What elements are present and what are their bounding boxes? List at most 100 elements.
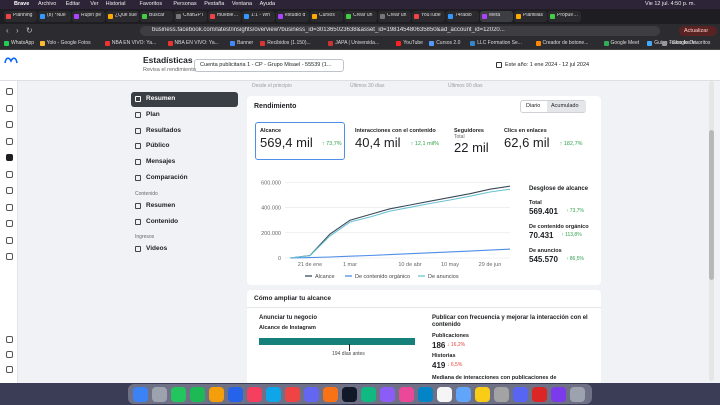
dock-icon[interactable]: [171, 387, 186, 402]
dock-icon[interactable]: [342, 387, 357, 402]
date-range[interactable]: Este año: 1 ene 2024 - 12 jul 2024: [505, 62, 590, 68]
url-text[interactable]: business.facebook.com/latest/insights/ov…: [152, 27, 505, 33]
tab[interactable]: [38, 11, 71, 22]
metric-card-selected[interactable]: [255, 122, 345, 160]
tab-title[interactable]: estudio d: [285, 13, 306, 18]
rail-icon[interactable]: [6, 104, 13, 112]
dock-icon[interactable]: [209, 387, 224, 402]
bookmark[interactable]: Todos los favoritos: [669, 40, 711, 46]
tab[interactable]: [514, 11, 547, 22]
tab[interactable]: [310, 11, 343, 22]
rail-icon[interactable]: [6, 220, 13, 227]
dock-icon[interactable]: [418, 387, 433, 402]
tab[interactable]: [4, 11, 37, 22]
rail-icon[interactable]: [6, 366, 13, 373]
dock-icon[interactable]: [551, 387, 566, 402]
rail-icon[interactable]: [6, 187, 13, 194]
bookmark[interactable]: Google Meet: [610, 40, 640, 46]
dock-icon[interactable]: [304, 387, 319, 402]
tab-title[interactable]: Buscar: [149, 13, 165, 18]
tab-title[interactable]: (8) *Nue: [47, 13, 66, 18]
nav-item[interactable]: Videos: [146, 245, 168, 253]
tab-title[interactable]: Crear un: [353, 13, 373, 18]
dock-icon[interactable]: [437, 387, 452, 402]
bookmark[interactable]: WhatsApp: [11, 40, 35, 46]
bookmark[interactable]: Yolo - Google Fotos: [46, 40, 91, 46]
bookmark[interactable]: Cursos 2.0: [436, 40, 461, 46]
rail-icon[interactable]: [6, 336, 13, 343]
dock-icon[interactable]: [570, 387, 585, 402]
tab[interactable]: [174, 11, 207, 22]
menu-item[interactable]: Historial: [105, 1, 126, 7]
rail-icon[interactable]: [6, 137, 13, 145]
toggle-cumulative[interactable]: Acumulado: [551, 103, 579, 109]
bookmark[interactable]: NBA EN VIVO: Ya...: [174, 40, 219, 46]
menu-item[interactable]: Ventana: [231, 1, 253, 7]
scroll-thumb[interactable]: [709, 130, 714, 280]
dock-icon[interactable]: [266, 387, 281, 402]
dock-icon[interactable]: [361, 387, 376, 402]
dock-icon[interactable]: [285, 387, 300, 402]
dock-icon[interactable]: [228, 387, 243, 402]
tab-title[interactable]: 74radio: [455, 13, 472, 18]
tab[interactable]: [412, 11, 445, 22]
nav-item[interactable]: Comparación: [146, 174, 188, 181]
dock-icon[interactable]: [380, 387, 395, 402]
account-selector[interactable]: Cuenta publicitaria 1 - CP - Grupo Misae…: [200, 62, 332, 68]
dock-icon[interactable]: [456, 387, 471, 402]
tab-title[interactable]: mueblería: [217, 13, 239, 18]
filter-option[interactable]: Últimos 90 días: [448, 83, 483, 89]
tab[interactable]: [140, 11, 173, 22]
tab-title[interactable]: ¿Qué sue: [115, 13, 137, 18]
bookmark[interactable]: NBA EN VIVO: Ya...: [111, 40, 157, 46]
rail-icon[interactable]: [6, 236, 13, 244]
dock-icon[interactable]: [152, 387, 167, 402]
dock-icon[interactable]: [399, 387, 414, 402]
tab-title[interactable]: ChatGPT: [183, 13, 204, 18]
tab-title[interactable]: Rupin pe: [81, 13, 102, 18]
dock-icon[interactable]: [247, 387, 262, 402]
menu-item[interactable]: Favoritos: [139, 1, 163, 7]
nav-item[interactable]: Mensajes: [146, 158, 176, 166]
menu-item[interactable]: Personas: [173, 1, 197, 7]
nav-button[interactable]: ‹: [6, 26, 9, 35]
tab[interactable]: [480, 11, 513, 22]
rail-icon[interactable]: [6, 170, 13, 178]
tab-title[interactable]: Planning: [13, 13, 33, 18]
nav-button[interactable]: ›: [16, 26, 19, 35]
filter-option[interactable]: Desde el principio: [252, 83, 292, 89]
nav-item[interactable]: Resultados: [146, 126, 182, 134]
rail-icon[interactable]: [6, 121, 13, 128]
bookmark[interactable]: Creador de botone...: [542, 40, 589, 46]
tab[interactable]: [72, 11, 105, 22]
bookmark[interactable]: LLC Formation Se...: [477, 40, 522, 46]
rail-icon[interactable]: [6, 154, 13, 161]
tab-title[interactable]: Cursos: [319, 13, 335, 18]
tab-title[interactable]: 1:1 - Wh: [251, 13, 270, 18]
bookmark[interactable]: Recibidos (1.150)...: [267, 40, 311, 46]
tab-title[interactable]: Crear un: [387, 13, 407, 18]
tab[interactable]: [106, 11, 139, 22]
tab[interactable]: [446, 11, 479, 22]
tab[interactable]: [276, 11, 309, 22]
menu-item[interactable]: Ver: [90, 1, 99, 7]
nav-button[interactable]: ↻: [26, 26, 33, 35]
rail-icon[interactable]: [6, 351, 13, 358]
tab-title[interactable]: Plantillas: [523, 13, 544, 18]
nav-item[interactable]: Plan: [146, 110, 160, 118]
tab[interactable]: [208, 11, 241, 22]
dock-icon[interactable]: [323, 387, 338, 402]
dock-icon[interactable]: [190, 387, 205, 402]
menu-item[interactable]: Ayuda: [259, 1, 276, 7]
tab-title[interactable]: YouTube: [421, 13, 441, 18]
rail-icon[interactable]: [6, 88, 13, 95]
bookmark[interactable]: Guías - Google Dri...: [654, 40, 701, 46]
dock-icon[interactable]: [475, 387, 490, 402]
tab[interactable]: [548, 11, 581, 22]
dock-icon[interactable]: [133, 387, 148, 402]
url-field[interactable]: [140, 26, 660, 36]
dock-icon[interactable]: [532, 387, 547, 402]
filter-option[interactable]: Últimos 30 días: [350, 83, 385, 89]
menu-item[interactable]: Editar: [65, 1, 81, 7]
tab[interactable]: [242, 11, 275, 22]
